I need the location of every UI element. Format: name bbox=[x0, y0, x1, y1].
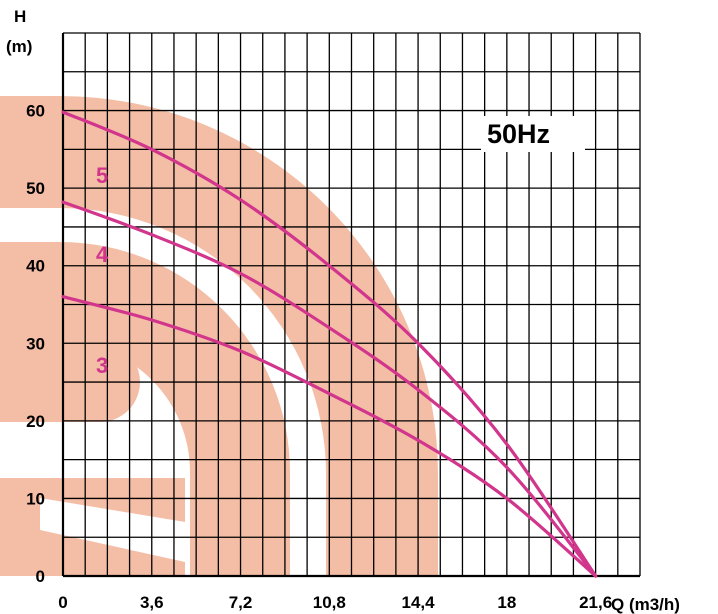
curve-3 bbox=[61, 295, 598, 578]
y-tick-labels: 0 10 20 30 40 50 60 bbox=[26, 102, 45, 586]
x-axis-title: Q (m3/h) bbox=[611, 595, 680, 614]
x-tick-label: 3,6 bbox=[140, 593, 164, 612]
y-axis-title-unit: (m) bbox=[6, 37, 32, 56]
x-tick-label: 10,8 bbox=[313, 593, 346, 612]
y-tick-label: 50 bbox=[26, 179, 45, 198]
y-axis-title-letter: H bbox=[14, 7, 26, 26]
curve-4 bbox=[61, 200, 598, 578]
y-tick-label: 40 bbox=[26, 257, 45, 276]
frequency-box bbox=[481, 116, 585, 152]
logo-watermark bbox=[0, 96, 438, 576]
y-tick-label: 20 bbox=[26, 412, 45, 431]
curve-labels: 5 4 3 bbox=[96, 163, 109, 378]
logo-gap bbox=[0, 422, 64, 478]
y-tick-label: 60 bbox=[26, 102, 45, 121]
curve-label-4: 4 bbox=[96, 242, 109, 267]
x-tick-label: 0 bbox=[58, 593, 67, 612]
curve-label-3: 3 bbox=[96, 353, 108, 378]
curve-5 bbox=[61, 110, 598, 578]
logo-outer-arc bbox=[0, 96, 438, 576]
x-tick-labels: 0 3,6 7,2 10,8 14,4 18 21,6 bbox=[58, 593, 612, 612]
y-tick-label: 0 bbox=[36, 567, 45, 586]
x-tick-label: 18 bbox=[497, 593, 516, 612]
curve-label-5: 5 bbox=[96, 163, 108, 188]
y-tick-label: 30 bbox=[26, 334, 45, 353]
logo-notch bbox=[40, 498, 185, 562]
y-tick-label: 10 bbox=[26, 489, 45, 508]
x-tick-label: 14,4 bbox=[402, 593, 436, 612]
curves bbox=[61, 110, 598, 578]
grid bbox=[61, 32, 641, 578]
x-tick-label: 7,2 bbox=[229, 593, 253, 612]
logo-inner-arc bbox=[0, 242, 290, 576]
frequency-label: 50Hz bbox=[487, 119, 550, 149]
x-tick-label: 21,6 bbox=[579, 593, 612, 612]
